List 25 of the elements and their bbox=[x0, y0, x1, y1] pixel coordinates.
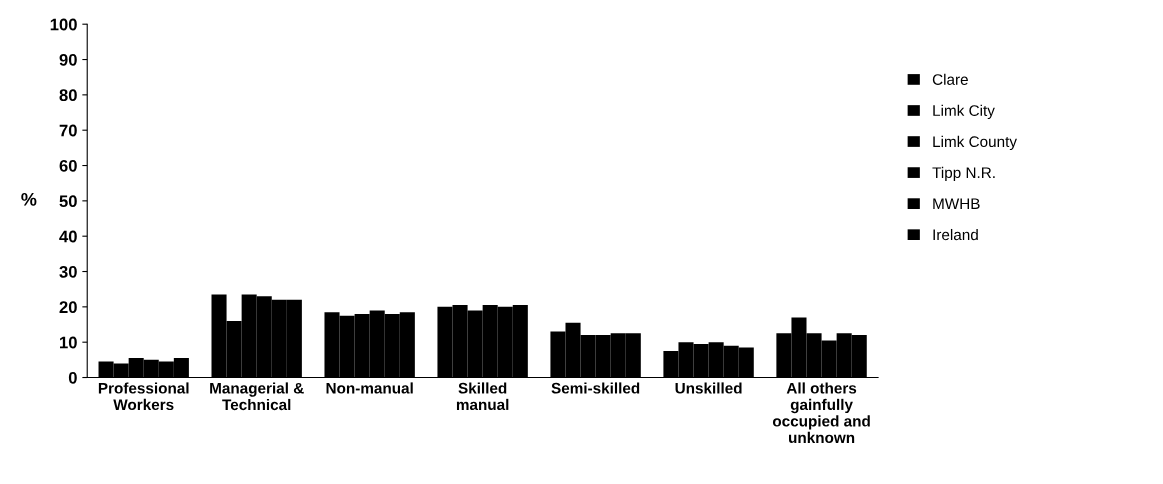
y-tick-label: 0 bbox=[68, 371, 77, 384]
y-tick-label: 40 bbox=[59, 230, 77, 243]
x-tick-label: Unskilled bbox=[675, 382, 742, 394]
y-tick-label: 80 bbox=[59, 89, 77, 102]
y-tick-label: 30 bbox=[59, 265, 77, 278]
y-axis-title: % bbox=[21, 192, 37, 206]
legend-label: Limk County bbox=[933, 135, 1017, 151]
legend-label: Tipp N.R. bbox=[932, 166, 995, 182]
x-tick-label: Non-manual bbox=[326, 382, 413, 394]
legend-label: Ireland bbox=[933, 228, 978, 241]
y-tick-label: 20 bbox=[59, 301, 77, 314]
y-tick-label: 10 bbox=[60, 336, 77, 349]
x-tick-label: Semi-skilled bbox=[551, 382, 640, 394]
x-tick-label: Skilled manual bbox=[456, 382, 509, 411]
y-tick-label: 50 bbox=[59, 195, 77, 208]
x-tick-label: All others gainfully occupied and unknown bbox=[772, 382, 870, 444]
y-tick-label: 60 bbox=[59, 159, 77, 172]
y-tick-label: 100 bbox=[50, 18, 77, 31]
legend-label: MWHB bbox=[933, 198, 980, 209]
legend-label: Limk City bbox=[933, 104, 995, 120]
x-tick-label: Professional Workers bbox=[98, 382, 189, 411]
y-tick-label: 70 bbox=[59, 124, 77, 137]
legend-label: Clare bbox=[932, 73, 968, 85]
x-tick-label: Managerial & Technical bbox=[210, 382, 304, 411]
y-tick-label: 90 bbox=[59, 53, 77, 66]
